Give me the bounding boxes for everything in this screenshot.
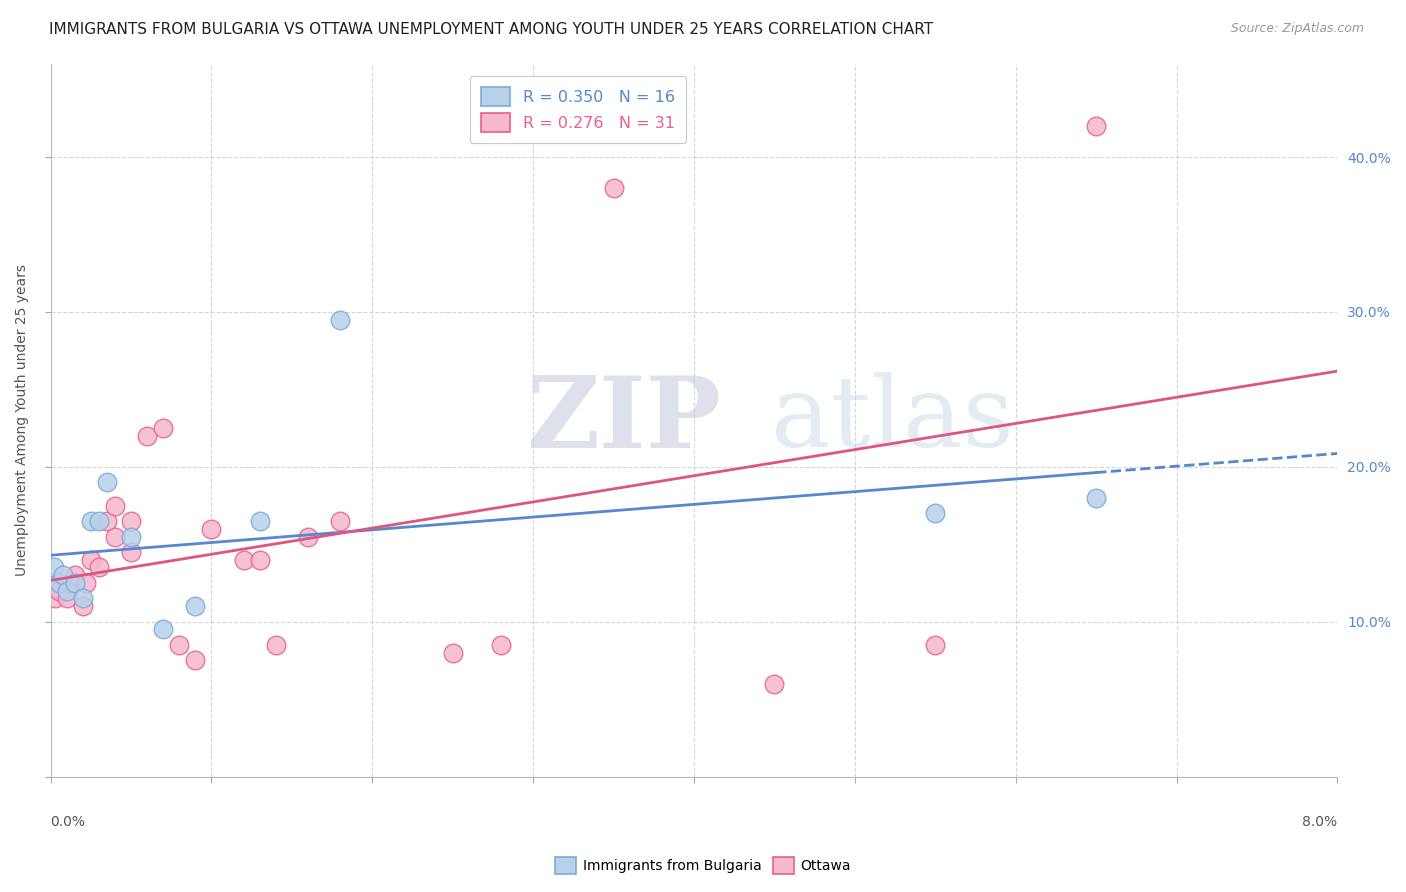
Point xyxy=(120,514,142,528)
Point xyxy=(924,638,946,652)
Point xyxy=(42,560,65,574)
Point xyxy=(72,599,94,614)
Point xyxy=(44,591,66,606)
Point xyxy=(329,312,352,326)
Point xyxy=(55,591,77,606)
Point xyxy=(80,553,103,567)
Point xyxy=(96,514,118,528)
Text: ZIP: ZIP xyxy=(527,372,721,469)
Point xyxy=(48,583,70,598)
Text: Source: ZipAtlas.com: Source: ZipAtlas.com xyxy=(1230,22,1364,36)
Point xyxy=(96,475,118,490)
Point xyxy=(200,522,222,536)
Point xyxy=(48,576,70,591)
Point xyxy=(329,514,352,528)
Point xyxy=(72,591,94,606)
Point xyxy=(136,429,159,443)
Point xyxy=(59,576,82,591)
Point xyxy=(441,646,464,660)
Text: IMMIGRANTS FROM BULGARIA VS OTTAWA UNEMPLOYMENT AMONG YOUTH UNDER 25 YEARS CORRE: IMMIGRANTS FROM BULGARIA VS OTTAWA UNEMP… xyxy=(49,22,934,37)
Point xyxy=(489,638,512,652)
Point xyxy=(152,623,174,637)
Point xyxy=(52,568,75,582)
Text: 8.0%: 8.0% xyxy=(1302,815,1337,830)
Legend: R = 0.350   N = 16, R = 0.276   N = 31: R = 0.350 N = 16, R = 0.276 N = 31 xyxy=(470,76,686,144)
Point xyxy=(249,514,271,528)
Point xyxy=(104,529,127,543)
Point xyxy=(249,553,271,567)
Text: atlas: atlas xyxy=(770,373,1014,468)
Point xyxy=(602,181,624,195)
Point xyxy=(41,576,63,591)
Text: 0.0%: 0.0% xyxy=(51,815,86,830)
Point xyxy=(297,529,319,543)
Point xyxy=(80,514,103,528)
Point xyxy=(1085,491,1108,505)
Point xyxy=(63,576,86,591)
Point xyxy=(104,499,127,513)
Point xyxy=(55,583,77,598)
Point xyxy=(167,638,190,652)
Point xyxy=(152,421,174,435)
Point xyxy=(87,514,110,528)
Point xyxy=(264,638,287,652)
Legend: Immigrants from Bulgaria, Ottawa: Immigrants from Bulgaria, Ottawa xyxy=(548,850,858,880)
Point xyxy=(184,653,207,667)
Point xyxy=(232,553,254,567)
Point xyxy=(184,599,207,614)
Point xyxy=(763,676,786,690)
Point xyxy=(120,545,142,559)
Point xyxy=(63,568,86,582)
Point xyxy=(87,560,110,574)
Point xyxy=(120,529,142,543)
Y-axis label: Unemployment Among Youth under 25 years: Unemployment Among Youth under 25 years xyxy=(15,264,30,576)
Point xyxy=(1085,119,1108,133)
Point xyxy=(75,576,97,591)
Point xyxy=(924,506,946,520)
